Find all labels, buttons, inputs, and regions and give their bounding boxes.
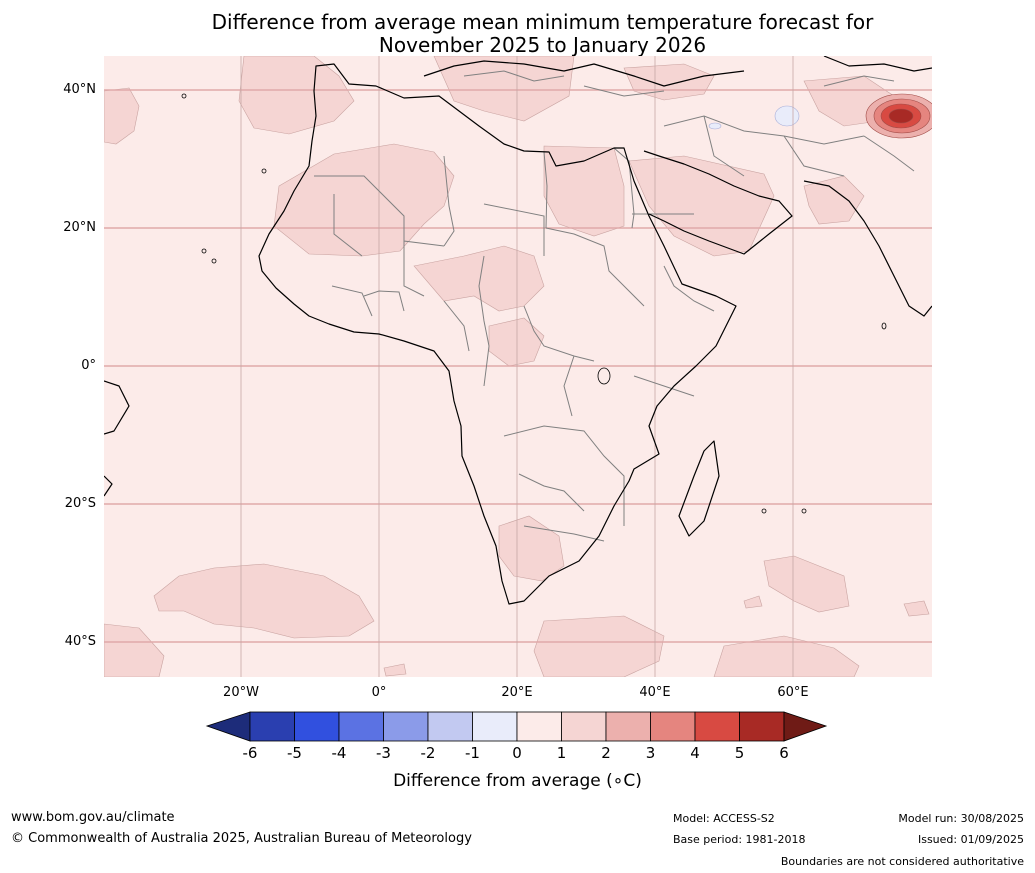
colorbar xyxy=(205,711,828,742)
footer-model: Model: ACCESS-S2 xyxy=(673,812,775,825)
islands xyxy=(181,93,887,514)
lat-label-40n: 40°N xyxy=(63,82,96,97)
coastlines xyxy=(104,56,932,605)
footer-issued: Issued: 01/09/2025 xyxy=(917,833,1024,846)
colorbar-segment xyxy=(338,711,384,742)
colorbar-segment xyxy=(694,711,740,742)
colorbar-extend-high xyxy=(783,711,828,742)
lon-label-20e: 20°E xyxy=(501,685,533,700)
country-borders xyxy=(314,70,915,542)
lat-label-20n: 20°N xyxy=(63,220,96,235)
colorbar-segment xyxy=(383,711,429,742)
map-meridians xyxy=(240,56,794,677)
colorbar-tick-label: 5 xyxy=(734,744,745,762)
colorbar-tick-label: -1 xyxy=(465,744,480,762)
lat-label-20s: 20°S xyxy=(64,496,96,511)
colorbar-tick-label: -3 xyxy=(376,744,391,762)
lon-label-60e: 60°E xyxy=(777,685,809,700)
colorbar-tick-label: 1 xyxy=(556,744,567,762)
lon-label-0: 0° xyxy=(371,685,387,700)
footer-base-period: Base period: 1981-2018 xyxy=(673,833,806,846)
colorbar-segment xyxy=(739,711,785,742)
colorbar-tick-label: -4 xyxy=(331,744,347,762)
anomaly-neg1-0-patch xyxy=(774,105,800,127)
colorbar-segment xyxy=(561,711,607,742)
colorbar-segment xyxy=(249,711,295,742)
colorbar-segment xyxy=(472,711,518,742)
colorbar-tick-label: -6 xyxy=(242,744,258,762)
lat-label-0: 0° xyxy=(81,358,96,373)
lon-label-40e: 40°E xyxy=(639,685,671,700)
colorbar-tick-label: 2 xyxy=(601,744,611,762)
anomaly-hotspot xyxy=(865,93,932,139)
colorbar-segment xyxy=(294,711,340,742)
footer-disclaimer: Boundaries are not considered authoritat… xyxy=(780,855,1024,868)
anomaly-1-2-regions xyxy=(104,56,930,677)
colorbar-tick-label: 3 xyxy=(645,744,656,762)
map-gridlines xyxy=(104,89,932,643)
colorbar-label: Difference from average (∘C) xyxy=(393,771,642,791)
colorbar-tick-label: 0 xyxy=(512,744,522,762)
colorbar-segment xyxy=(427,711,473,742)
footer-website: www.bom.gov.au/climate xyxy=(11,810,175,825)
footer-model-run: Model run: 30/08/2025 xyxy=(898,812,1024,825)
colorbar-segment xyxy=(650,711,696,742)
colorbar-tick-label: 4 xyxy=(690,744,700,762)
colorbar-segments xyxy=(249,711,785,742)
lat-label-40s: 40°S xyxy=(64,634,96,649)
colorbar-tick-label: 6 xyxy=(779,744,789,762)
colorbar-segment xyxy=(516,711,562,742)
colorbar-tick-label: -2 xyxy=(420,744,436,762)
footer-copyright: © Commonwealth of Australia 2025, Austra… xyxy=(11,831,472,846)
lon-label-20w: 20°W xyxy=(223,685,259,700)
colorbar-tick-label: -5 xyxy=(287,744,302,762)
map-title-line-2: November 2025 to January 2026 xyxy=(378,33,707,57)
anomaly-map xyxy=(104,56,932,677)
colorbar-segment xyxy=(605,711,651,742)
anomaly-neg1-0-patch-small xyxy=(708,122,722,130)
colorbar-extend-low xyxy=(205,711,251,742)
map-title-line-1: Difference from average mean minimum tem… xyxy=(211,10,874,34)
